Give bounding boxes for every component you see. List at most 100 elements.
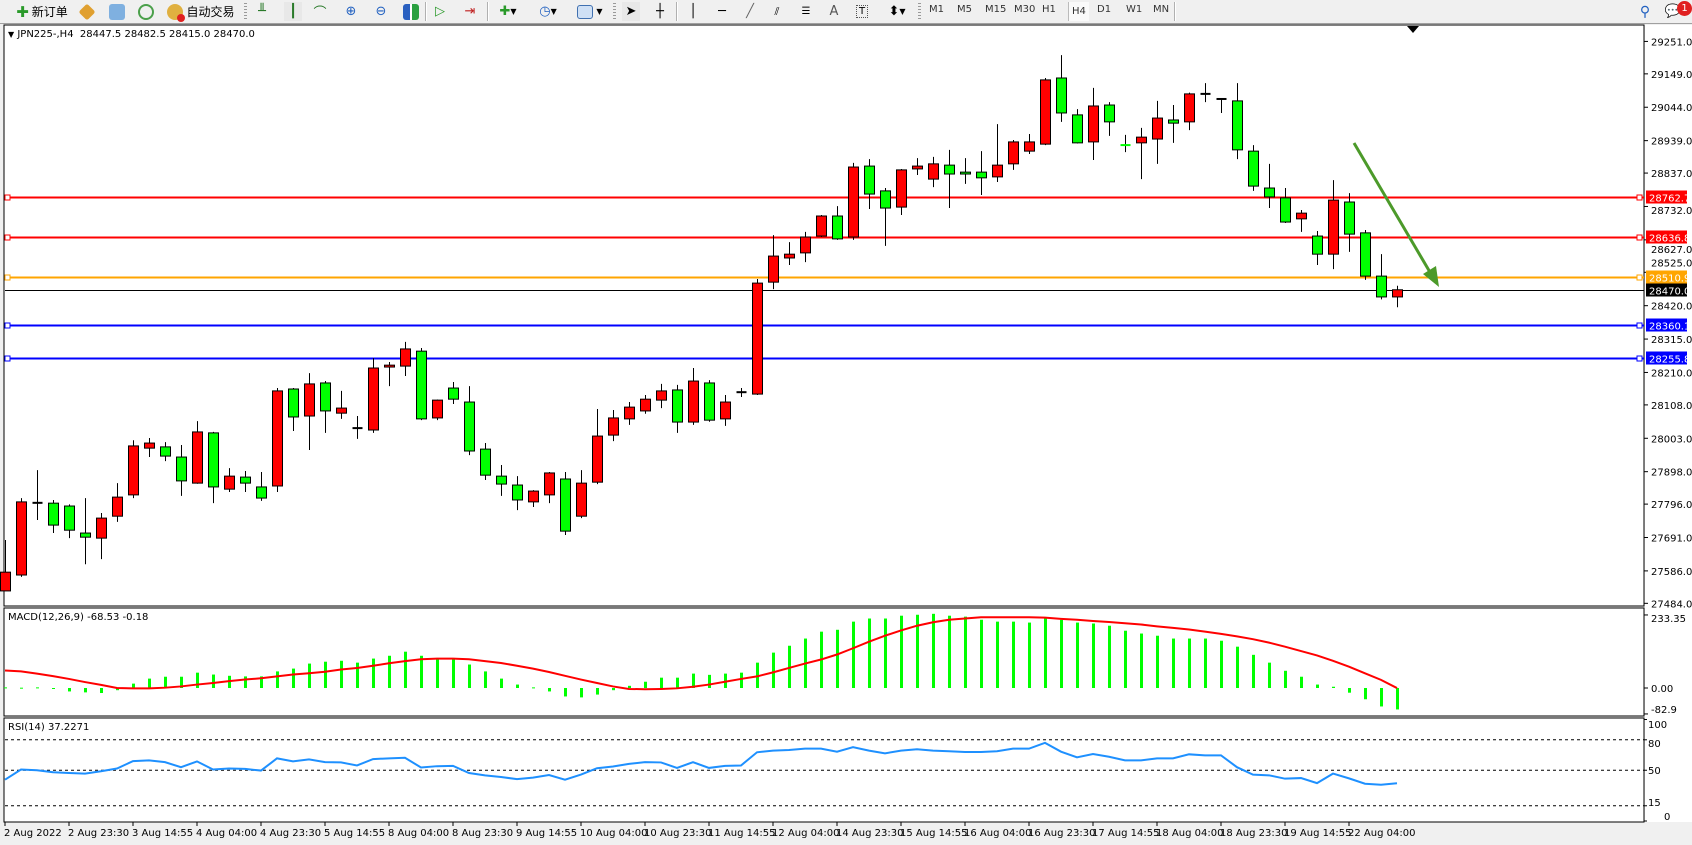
time-label: 5 Aug 14:55 xyxy=(324,828,385,839)
candle-body xyxy=(1248,150,1259,187)
fibonacci-button[interactable]: ☰ xyxy=(797,2,815,21)
auto-trading-button[interactable]: 自动交易 xyxy=(163,2,239,22)
toolbar-grip[interactable] xyxy=(918,3,921,20)
periods-button[interactable]: ◷ ▼ xyxy=(539,4,557,19)
level-handle-right[interactable] xyxy=(1636,274,1643,281)
level-handle-left[interactable] xyxy=(4,234,11,241)
macd-histogram-bar xyxy=(676,677,679,688)
candle-body xyxy=(576,482,587,517)
timeframe-m5[interactable]: M5 xyxy=(957,4,972,15)
candle-body xyxy=(1040,79,1051,145)
macd-signal-line xyxy=(4,616,1398,691)
macd-histogram-bar xyxy=(452,658,455,688)
new-order-button[interactable]: ✚ 新订单 xyxy=(6,2,78,21)
timeframe-m15[interactable]: M15 xyxy=(985,4,1007,15)
time-label: 17 Aug 14:55 xyxy=(1092,828,1159,839)
candle-body xyxy=(416,350,427,420)
candle-body xyxy=(752,282,763,395)
price-axis[interactable] xyxy=(1645,25,1692,822)
candle-body xyxy=(720,401,731,420)
horizontal-line-button[interactable]: ─ xyxy=(713,2,731,21)
trend-arrow[interactable] xyxy=(1352,142,1436,280)
level-handle-left[interactable] xyxy=(4,355,11,362)
timeframe-mn[interactable]: MN xyxy=(1153,4,1170,15)
level-handle-left[interactable] xyxy=(4,194,11,201)
bar-chart-icon: ╨ xyxy=(258,4,266,19)
candle xyxy=(1200,83,1211,103)
candle-body xyxy=(240,476,251,484)
templates-button[interactable]: ▼ xyxy=(573,2,607,21)
search-button[interactable]: ⚲ xyxy=(1636,2,1654,21)
vertical-line-button[interactable]: │ xyxy=(684,2,702,21)
timeframe-h1[interactable]: H1 xyxy=(1042,4,1056,15)
level-handle-right[interactable] xyxy=(1636,234,1643,241)
macd-histogram-bar xyxy=(980,619,983,688)
trendline-button[interactable]: ╱ xyxy=(741,2,759,21)
candle-body xyxy=(368,367,379,431)
macd-histogram-bar xyxy=(1268,662,1271,688)
cursor-button[interactable]: ➤ xyxy=(622,2,640,21)
zoom-in-button[interactable]: ⊕ xyxy=(342,2,360,21)
candle xyxy=(176,444,187,496)
signals-button[interactable] xyxy=(137,2,155,21)
chart-shift-marker-icon[interactable] xyxy=(1407,26,1419,33)
candlestick-button[interactable]: ┃ xyxy=(284,2,302,21)
arrows-button[interactable]: ⬍ ▼ xyxy=(888,4,906,19)
equidistant-channel-button[interactable]: ⫽ xyxy=(768,2,786,21)
macd-histogram-bar xyxy=(900,615,903,688)
candle-body xyxy=(640,398,651,412)
candle xyxy=(1088,87,1099,161)
text-button[interactable]: A xyxy=(825,2,843,21)
level-handle-left[interactable] xyxy=(4,274,11,281)
candle xyxy=(400,341,411,376)
macd-panel[interactable] xyxy=(3,607,1645,717)
text-label-button[interactable]: T xyxy=(853,2,871,21)
candle-body xyxy=(1168,119,1179,124)
macd-histogram-bar xyxy=(1172,638,1175,688)
candle xyxy=(192,421,203,484)
chart-shift-button[interactable]: ▷ xyxy=(431,2,449,21)
timeframe-m1[interactable]: M1 xyxy=(929,4,944,15)
zoom-out-button[interactable]: ⊖ xyxy=(372,2,390,21)
periods-icon: ◷ xyxy=(539,4,551,19)
navigator-icon xyxy=(109,3,125,20)
new-chart-button[interactable]: ✚ ▼ xyxy=(499,4,517,19)
timeframe-d1[interactable]: D1 xyxy=(1097,4,1112,15)
candle xyxy=(768,235,779,290)
collapse-triangle-icon[interactable]: ▼ xyxy=(8,30,15,39)
line-chart-button[interactable]: ⌒ xyxy=(311,2,329,21)
candle xyxy=(656,383,667,409)
crosshair-button[interactable]: ┼ xyxy=(651,2,669,21)
macd-histogram-bar xyxy=(148,678,151,688)
autoscroll-button[interactable]: ⇥ xyxy=(461,2,479,21)
level-handle-left[interactable] xyxy=(4,322,11,329)
macd-histogram-bar xyxy=(628,685,631,688)
level-handle-right[interactable] xyxy=(1636,355,1643,362)
price-label: 28420.0 xyxy=(1651,302,1692,313)
cursor-icon: ➤ xyxy=(625,4,637,19)
price-label: 29149.0 xyxy=(1651,70,1692,81)
toolbar-grip[interactable] xyxy=(613,3,616,20)
candle xyxy=(640,395,651,414)
level-handle-right[interactable] xyxy=(1636,194,1643,201)
toolbar-grip[interactable] xyxy=(244,3,247,20)
candle-body xyxy=(464,401,475,452)
level-handle-right[interactable] xyxy=(1636,322,1643,329)
price-label: 28837.0 xyxy=(1651,169,1692,180)
candle-body xyxy=(896,169,907,208)
price-label: 28627.0 xyxy=(1651,245,1692,256)
bar-chart-button[interactable]: ╨ xyxy=(253,2,271,21)
macd-histogram-bar xyxy=(36,687,39,689)
tile-windows-button[interactable] xyxy=(402,2,420,21)
candle xyxy=(1376,254,1387,300)
candle xyxy=(528,490,539,507)
timeframe-w1[interactable]: W1 xyxy=(1126,4,1143,15)
candle xyxy=(448,381,459,404)
navigator-button[interactable] xyxy=(108,2,126,21)
price-tag-label: 28762.7 xyxy=(1649,194,1690,205)
timeframe-h4[interactable]: H4 xyxy=(1068,2,1089,21)
macd-histogram-bar xyxy=(84,688,87,693)
main-chart-area[interactable] xyxy=(3,24,1645,607)
timeframe-m30[interactable]: M30 xyxy=(1014,4,1036,15)
